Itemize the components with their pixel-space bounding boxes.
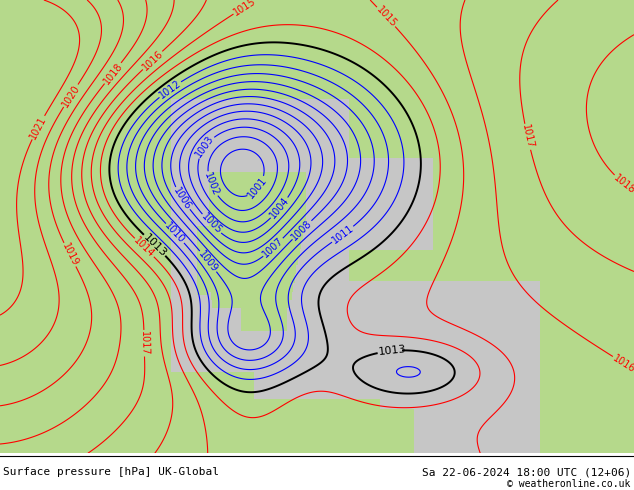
Text: 1011: 1011 bbox=[330, 223, 356, 245]
Text: Surface pressure [hPa] UK-Global: Surface pressure [hPa] UK-Global bbox=[3, 467, 219, 477]
Text: 1015: 1015 bbox=[231, 0, 258, 18]
Text: 1008: 1008 bbox=[290, 218, 314, 242]
Text: 1013: 1013 bbox=[378, 344, 407, 357]
Text: © weatheronline.co.uk: © weatheronline.co.uk bbox=[507, 479, 631, 489]
Text: 1005: 1005 bbox=[199, 212, 224, 236]
Text: 1014: 1014 bbox=[132, 235, 157, 260]
Text: 1004: 1004 bbox=[268, 196, 292, 220]
Text: Sa 22-06-2024 18:00 UTC (12+06): Sa 22-06-2024 18:00 UTC (12+06) bbox=[422, 467, 631, 477]
Text: 1020: 1020 bbox=[60, 83, 82, 109]
Text: 1021: 1021 bbox=[28, 114, 48, 141]
Text: 1016: 1016 bbox=[611, 353, 634, 374]
Text: 1017: 1017 bbox=[139, 331, 150, 356]
Text: 1006: 1006 bbox=[171, 186, 193, 212]
Text: 1001: 1001 bbox=[246, 175, 269, 200]
Text: 1016: 1016 bbox=[140, 49, 165, 73]
Text: 1013: 1013 bbox=[141, 232, 168, 259]
Text: 1003: 1003 bbox=[194, 134, 216, 160]
Text: 1018: 1018 bbox=[101, 61, 124, 86]
Text: 1018: 1018 bbox=[612, 172, 634, 196]
Text: 1019: 1019 bbox=[60, 242, 80, 268]
Text: 1007: 1007 bbox=[261, 236, 286, 260]
Text: 1017: 1017 bbox=[520, 123, 535, 150]
Text: 1002: 1002 bbox=[202, 171, 221, 197]
Text: 1015: 1015 bbox=[374, 4, 398, 29]
Text: 1012: 1012 bbox=[157, 78, 183, 100]
Text: 1010: 1010 bbox=[163, 221, 187, 245]
Text: 1009: 1009 bbox=[197, 248, 220, 274]
